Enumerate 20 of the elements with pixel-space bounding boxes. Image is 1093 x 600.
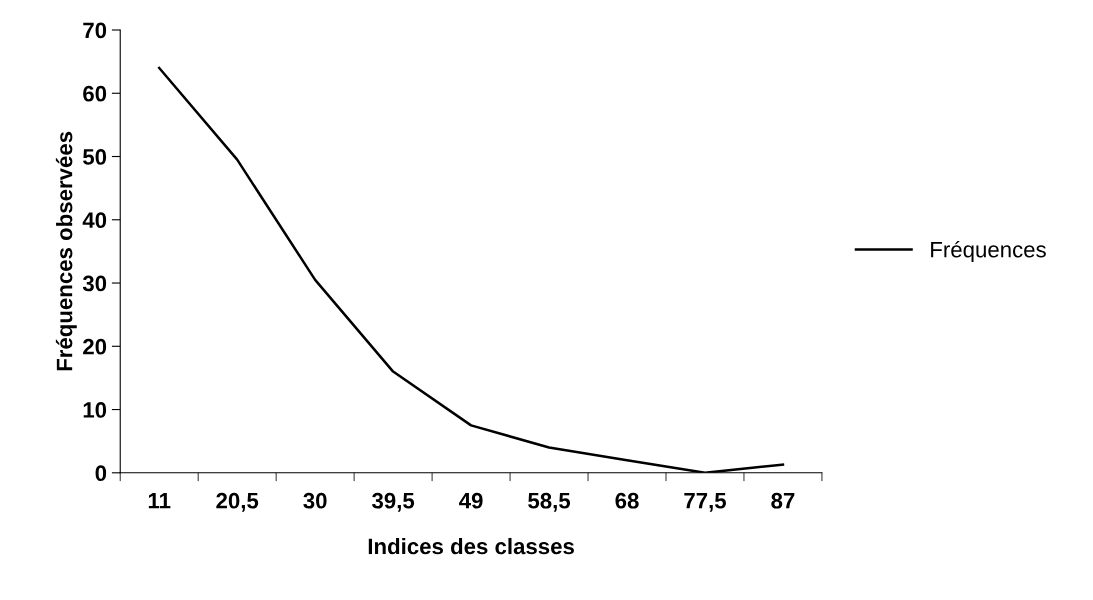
x-axis-title: Indices des classes [368, 537, 574, 555]
x-tick-label: 49 [459, 492, 483, 509]
x-tick-label: 39,5 [372, 492, 415, 512]
x-tick-label: 58,5 [528, 492, 571, 512]
x-tick-label: 20,5 [216, 492, 259, 512]
x-tick-label: 77,5 [684, 493, 726, 512]
x-tick-label: 30 [303, 492, 327, 509]
x-tick-label: 68 [615, 492, 639, 509]
y-tick-label: 10 [83, 402, 107, 418]
y-tick-label: 30 [82, 275, 107, 292]
y-tick-label: 70 [83, 22, 107, 39]
legend-label: Fréquences [931, 240, 1046, 262]
y-axis-title: Fréquences observées [55, 131, 77, 371]
y-tick-label: 60 [83, 85, 107, 102]
x-tick-label: 11 [148, 493, 171, 509]
y-tick-label: 50 [83, 149, 107, 165]
y-tick-label: 20 [83, 338, 107, 355]
y-tick-label: 0 [95, 465, 107, 482]
x-tick-label: 87 [771, 492, 795, 509]
y-tick-label: 40 [82, 212, 107, 229]
